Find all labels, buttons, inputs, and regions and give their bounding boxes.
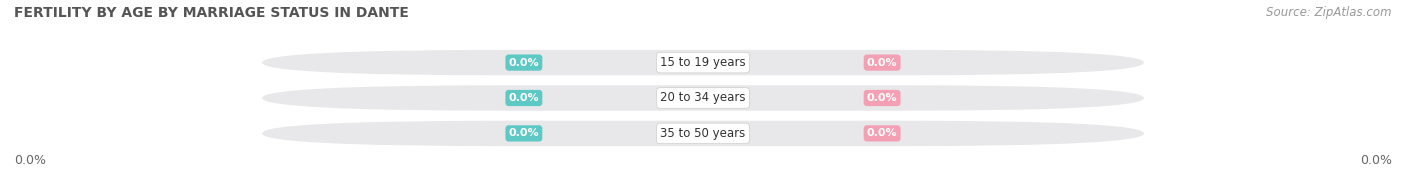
Text: 0.0%: 0.0%: [14, 154, 46, 167]
Text: 15 to 19 years: 15 to 19 years: [661, 56, 745, 69]
Text: 20 to 34 years: 20 to 34 years: [661, 92, 745, 104]
Text: 0.0%: 0.0%: [509, 93, 538, 103]
Text: 0.0%: 0.0%: [509, 128, 538, 138]
Text: 35 to 50 years: 35 to 50 years: [661, 127, 745, 140]
Text: 0.0%: 0.0%: [868, 93, 897, 103]
FancyBboxPatch shape: [262, 85, 1144, 111]
Text: 0.0%: 0.0%: [868, 58, 897, 68]
Text: 0.0%: 0.0%: [868, 128, 897, 138]
Text: Source: ZipAtlas.com: Source: ZipAtlas.com: [1267, 6, 1392, 19]
Text: FERTILITY BY AGE BY MARRIAGE STATUS IN DANTE: FERTILITY BY AGE BY MARRIAGE STATUS IN D…: [14, 6, 409, 20]
FancyBboxPatch shape: [262, 121, 1144, 146]
FancyBboxPatch shape: [262, 50, 1144, 75]
Text: 0.0%: 0.0%: [1360, 154, 1392, 167]
Text: 0.0%: 0.0%: [509, 58, 538, 68]
